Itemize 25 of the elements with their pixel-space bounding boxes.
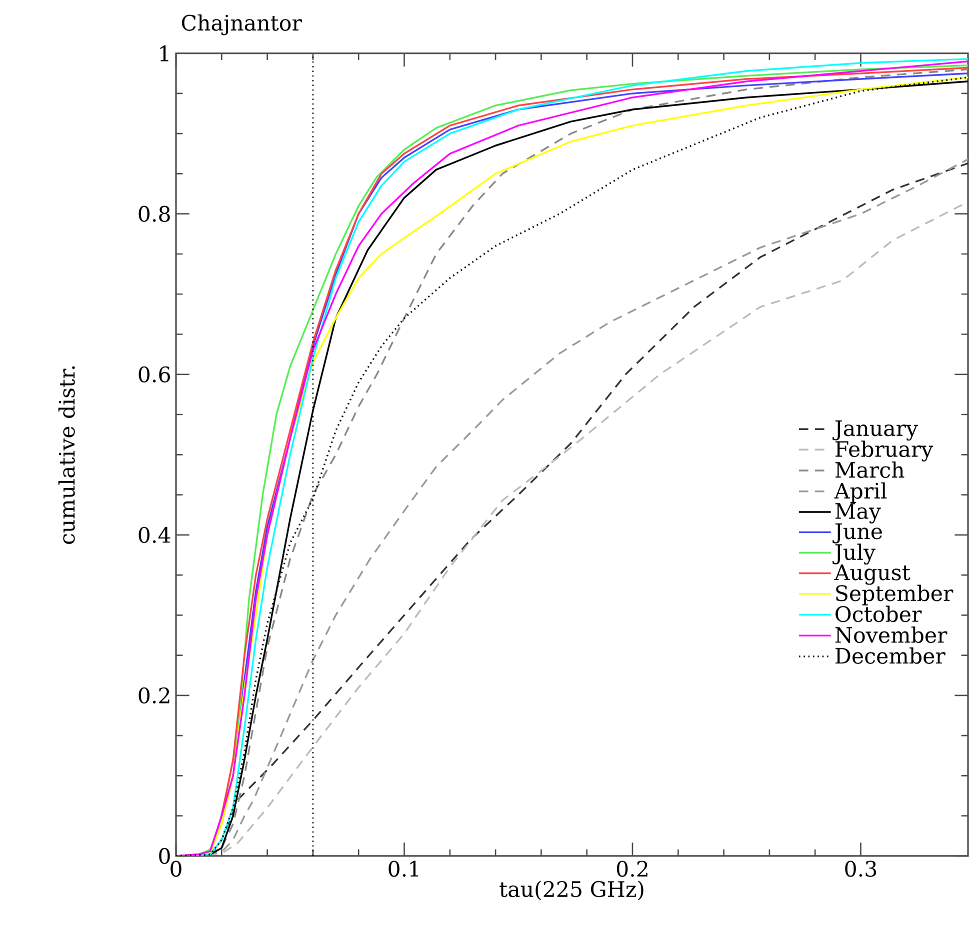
y-tick-label: 0.4 [138, 526, 170, 543]
legend-label: January [832, 420, 918, 441]
legend-label: October [836, 606, 922, 622]
legend-label: December [836, 647, 946, 664]
y-tick-label: 0 [159, 848, 170, 864]
legend-label: April [834, 482, 887, 503]
legend-label: August [834, 564, 910, 585]
x-tick-label: 0.1 [388, 860, 418, 877]
legend-label: February [836, 440, 934, 462]
x-tick-label: 0.3 [845, 860, 876, 877]
legend-label: November [835, 626, 948, 643]
legend-label: June [832, 523, 882, 544]
legend-label: September [836, 584, 954, 606]
y-axis-title: cumulative distr. [58, 366, 75, 544]
y-tick-label: 0.6 [138, 366, 170, 382]
y-tick-label: 0.2 [138, 687, 170, 704]
x-tick-label: 0.2 [616, 860, 648, 877]
chart-title: Chajnantor [182, 14, 302, 36]
y-tick-label: 1 [160, 45, 168, 62]
x-axis-title: tau(225 GHz) [500, 880, 644, 900]
y-tick-label: 0.8 [138, 206, 170, 222]
x-tick-label: 0 [170, 860, 182, 877]
legend-label: July [832, 544, 876, 565]
legend-label: May [835, 503, 881, 524]
legend-label: March [835, 461, 904, 478]
